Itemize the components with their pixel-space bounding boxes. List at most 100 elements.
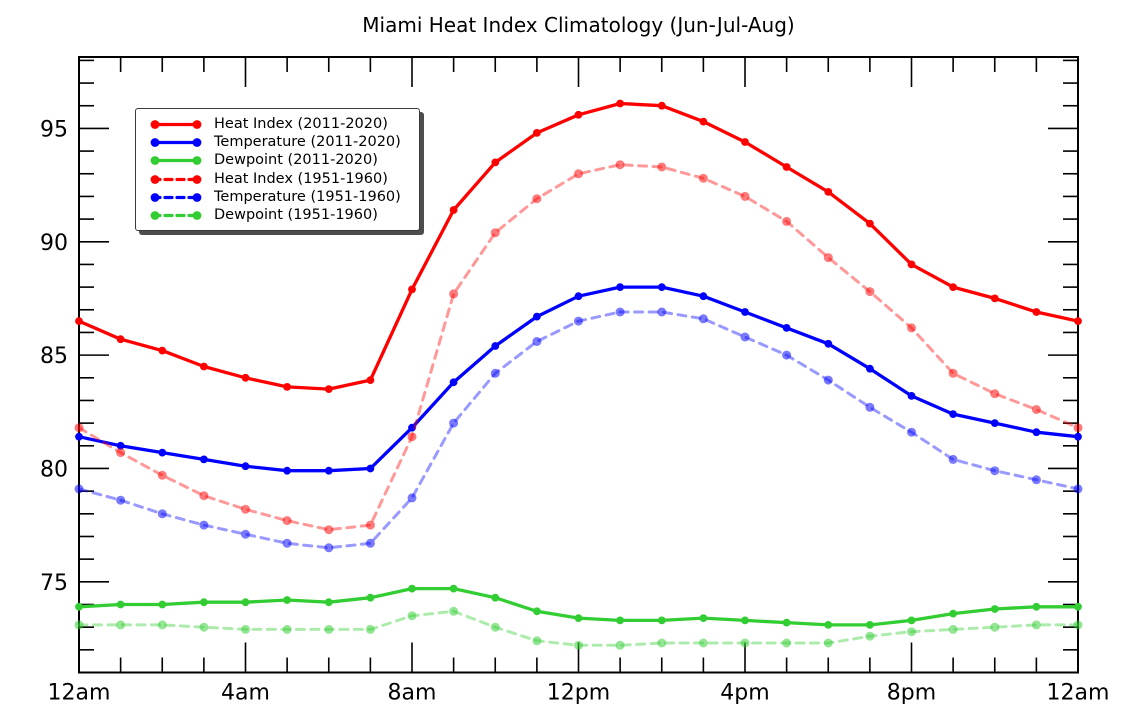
- data-point-marker: [75, 484, 84, 493]
- legend-swatch-solid-line: [146, 135, 206, 150]
- data-point-marker: [408, 432, 417, 441]
- data-point-marker: [199, 521, 208, 530]
- legend-swatch-dashed-line: [146, 190, 206, 205]
- data-point-marker: [283, 596, 291, 604]
- x-tick-label: 12am: [48, 681, 111, 706]
- data-point-marker: [241, 625, 250, 634]
- data-point-marker: [533, 607, 541, 615]
- data-point-marker: [533, 129, 541, 137]
- data-point-marker: [408, 286, 416, 294]
- data-point-marker: [283, 516, 292, 525]
- data-point-marker: [657, 639, 666, 648]
- data-point-marker: [949, 283, 957, 291]
- data-point-marker: [158, 509, 167, 518]
- data-point-marker: [1074, 620, 1083, 629]
- data-point-marker: [200, 363, 208, 371]
- data-point-marker: [158, 601, 166, 609]
- legend-item: Heat Index (2011-2020): [146, 116, 409, 133]
- data-point-marker: [990, 623, 999, 632]
- data-point-marker: [283, 625, 292, 634]
- data-point-marker: [366, 521, 375, 530]
- data-point-marker: [616, 308, 625, 317]
- x-tick-label: 4am: [221, 681, 270, 706]
- data-point-marker: [657, 308, 666, 317]
- x-tick-label: 12am: [1047, 681, 1110, 706]
- data-point-marker: [616, 160, 625, 169]
- data-point-marker: [491, 594, 499, 602]
- data-point-marker: [367, 376, 375, 384]
- data-point-marker: [158, 620, 167, 629]
- data-point-marker: [1074, 317, 1082, 325]
- y-tick-label: 95: [40, 117, 68, 142]
- data-point-marker: [741, 333, 750, 342]
- data-point-marker: [575, 614, 583, 622]
- legend-label: Heat Index (2011-2020): [214, 116, 388, 133]
- y-tick-label: 75: [40, 571, 68, 596]
- data-point-marker: [491, 159, 499, 167]
- legend-label: Dewpoint (1951-1960): [214, 207, 378, 224]
- data-point-marker: [782, 217, 791, 226]
- series-temperature-2011-2020: [75, 283, 1082, 474]
- data-point-marker: [1074, 484, 1083, 493]
- data-point-marker: [782, 639, 791, 648]
- data-point-marker: [574, 169, 583, 178]
- data-point-marker: [699, 174, 708, 183]
- data-point-marker: [491, 369, 500, 378]
- data-point-marker: [865, 287, 874, 296]
- data-point-marker: [1033, 428, 1041, 436]
- x-tick-label: 12pm: [547, 681, 610, 706]
- data-point-marker: [116, 496, 125, 505]
- data-point-marker: [949, 455, 958, 464]
- data-point-marker: [242, 462, 250, 470]
- data-point-marker: [242, 598, 250, 606]
- data-point-marker: [616, 617, 624, 625]
- data-point-marker: [949, 410, 957, 418]
- data-point-marker: [574, 641, 583, 650]
- data-point-marker: [75, 423, 84, 432]
- data-point-marker: [699, 314, 708, 323]
- data-point-marker: [200, 598, 208, 606]
- data-point-marker: [1032, 475, 1041, 484]
- data-point-marker: [699, 639, 708, 648]
- legend-item: Temperature (2011-2020): [146, 134, 409, 151]
- data-point-marker: [75, 433, 83, 441]
- data-point-marker: [199, 623, 208, 632]
- data-point-marker: [783, 324, 791, 332]
- x-tick-label: 8am: [388, 681, 437, 706]
- legend-item: Dewpoint (2011-2020): [146, 152, 409, 169]
- data-point-marker: [75, 603, 83, 611]
- data-point-marker: [908, 617, 916, 625]
- data-point-marker: [532, 636, 541, 645]
- data-point-marker: [199, 491, 208, 500]
- data-point-marker: [783, 163, 791, 171]
- data-point-marker: [824, 639, 833, 648]
- data-point-marker: [700, 614, 708, 622]
- legend-swatch-dashed-line: [146, 172, 206, 187]
- data-point-marker: [158, 449, 166, 457]
- data-point-marker: [824, 253, 833, 262]
- data-point-marker: [533, 313, 541, 321]
- data-point-marker: [158, 471, 167, 480]
- data-point-marker: [616, 283, 624, 291]
- data-point-marker: [75, 317, 83, 325]
- data-point-marker: [283, 467, 291, 475]
- data-point-marker: [242, 374, 250, 382]
- y-tick-label: 85: [40, 344, 68, 369]
- data-point-marker: [658, 102, 666, 110]
- data-point-marker: [700, 118, 708, 126]
- data-point-marker: [865, 403, 874, 412]
- legend-item: Temperature (1951-1960): [146, 189, 409, 206]
- data-point-marker: [325, 467, 333, 475]
- data-point-marker: [741, 639, 750, 648]
- data-point-marker: [824, 376, 833, 385]
- data-point-marker: [449, 419, 458, 428]
- data-point-marker: [865, 632, 874, 641]
- data-point-marker: [367, 594, 375, 602]
- data-point-marker: [366, 625, 375, 634]
- data-point-marker: [1074, 423, 1083, 432]
- legend: Heat Index (2011-2020)Temperature (2011-…: [135, 108, 420, 231]
- data-point-marker: [949, 610, 957, 618]
- y-tick-label: 80: [40, 457, 68, 482]
- data-point-marker: [450, 585, 458, 593]
- data-point-marker: [657, 163, 666, 172]
